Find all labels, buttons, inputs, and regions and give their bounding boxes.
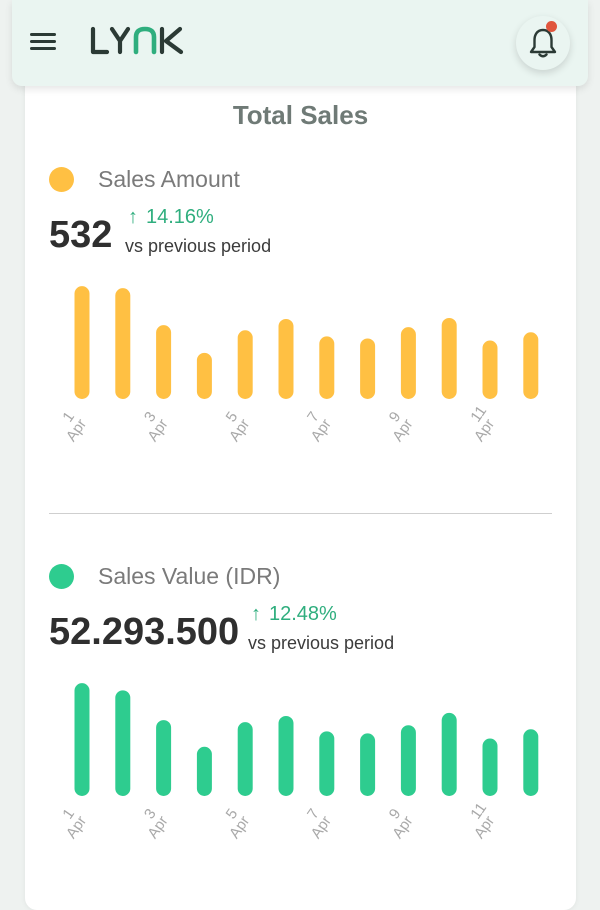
sales-value-bar-10[interactable] — [441, 712, 457, 796]
sales-value-x-tick-label: 7Apr — [296, 805, 335, 842]
brand-logo[interactable] — [90, 22, 194, 60]
sales-amount-bar-9[interactable] — [400, 327, 416, 399]
sales-value-bar-3[interactable] — [156, 720, 172, 796]
sales-value-change-percent: 12.48% — [269, 603, 337, 625]
sales-amount-bar-2[interactable] — [115, 288, 131, 399]
sales-value-bar-4[interactable] — [196, 746, 212, 796]
arrow-up-icon: ↑ — [128, 206, 138, 228]
sales-value-x-tick-label: 5Apr — [215, 805, 254, 842]
sales-value-bar-chart: 1Apr 3Apr 5Apr 7Apr 9Apr 11Apr — [51, 683, 539, 842]
sales-value-bar-7[interactable] — [319, 731, 335, 796]
sales-amount-bar-11[interactable] — [482, 340, 498, 399]
sales-value-x-tick-label: 3Apr — [133, 805, 172, 842]
sales-value-bar-1[interactable] — [74, 683, 90, 796]
sales-value-x-tick-label: 9Apr — [378, 805, 417, 842]
sales-amount-bar-7[interactable] — [319, 336, 335, 399]
app-header — [12, 0, 588, 86]
sales-value-bar-9[interactable] — [400, 725, 416, 796]
sales-amount-x-tick-label: 9Apr — [378, 408, 417, 445]
sales-amount-bar-10[interactable] — [441, 317, 457, 399]
total-sales-card: Total Sales Sales Amount 532 ↑ 14.16% vs … — [25, 70, 576, 910]
section-divider — [49, 513, 552, 514]
sales-amount-vs-text: vs previous period — [125, 236, 272, 256]
sales-value-bar-6[interactable] — [278, 715, 294, 796]
sales-amount-bar-12[interactable] — [523, 332, 539, 399]
sales-value-x-tick-label: 1Apr — [51, 805, 90, 842]
sales-amount-bar-8[interactable] — [360, 338, 376, 399]
sales-value-bar-2[interactable] — [115, 690, 131, 796]
sales-value-bar-8[interactable] — [360, 733, 376, 796]
sales-amount-change: ↑ 14.16% — [128, 206, 214, 229]
sales-value-bar-12[interactable] — [523, 729, 539, 796]
notification-button[interactable] — [516, 16, 570, 70]
sales-amount-bar-4[interactable] — [196, 352, 212, 399]
sales-value-bar-11[interactable] — [482, 738, 498, 796]
hamburger-menu-icon[interactable] — [30, 30, 56, 52]
sales-amount-bar-3[interactable] — [156, 325, 172, 399]
sales-value-label: Sales Value (IDR) — [98, 563, 281, 589]
sales-value-chart: 1Apr 3Apr 5Apr 7Apr 9Apr 11Apr — [25, 672, 576, 877]
sales-amount-label: Sales Amount — [98, 166, 240, 192]
sales-amount-bar-1[interactable] — [74, 286, 90, 399]
notification-badge-dot — [546, 21, 557, 32]
menu-line — [30, 40, 56, 43]
sales-value-legend-dot — [49, 564, 74, 589]
sales-value-change: ↑ 12.48% — [251, 603, 337, 626]
bell-icon — [529, 28, 557, 58]
sales-amount-change-percent: 14.16% — [146, 206, 214, 228]
sales-amount-legend-dot — [49, 167, 74, 192]
sales-amount-x-tick-label: 3Apr — [133, 408, 172, 445]
menu-line — [30, 47, 56, 50]
sales-value-bar-5[interactable] — [237, 722, 253, 796]
sales-amount-chart: 1Apr 3Apr 5Apr 7Apr 9Apr 11Apr — [25, 275, 576, 480]
sales-value-x-tick-label: 11Apr — [459, 800, 501, 842]
sales-amount-bar-chart: 1Apr 3Apr 5Apr 7Apr 9Apr 11Apr — [51, 286, 539, 445]
sales-amount-bar-6[interactable] — [278, 318, 294, 399]
sales-value-vs-text: vs previous period — [248, 633, 395, 653]
sales-value-value: 52.293.500 — [49, 611, 240, 653]
arrow-up-icon: ↑ — [251, 603, 261, 625]
sales-amount-bar-5[interactable] — [237, 330, 253, 399]
sales-amount-value: 532 — [49, 214, 113, 256]
sales-amount-x-tick-label: 1Apr — [51, 408, 90, 445]
card-title: Total Sales — [232, 100, 369, 130]
sales-amount-x-tick-label: 11Apr — [459, 403, 501, 445]
menu-line — [30, 33, 56, 36]
sales-amount-x-tick-label: 7Apr — [296, 408, 335, 445]
sales-amount-x-tick-label: 5Apr — [215, 408, 254, 445]
